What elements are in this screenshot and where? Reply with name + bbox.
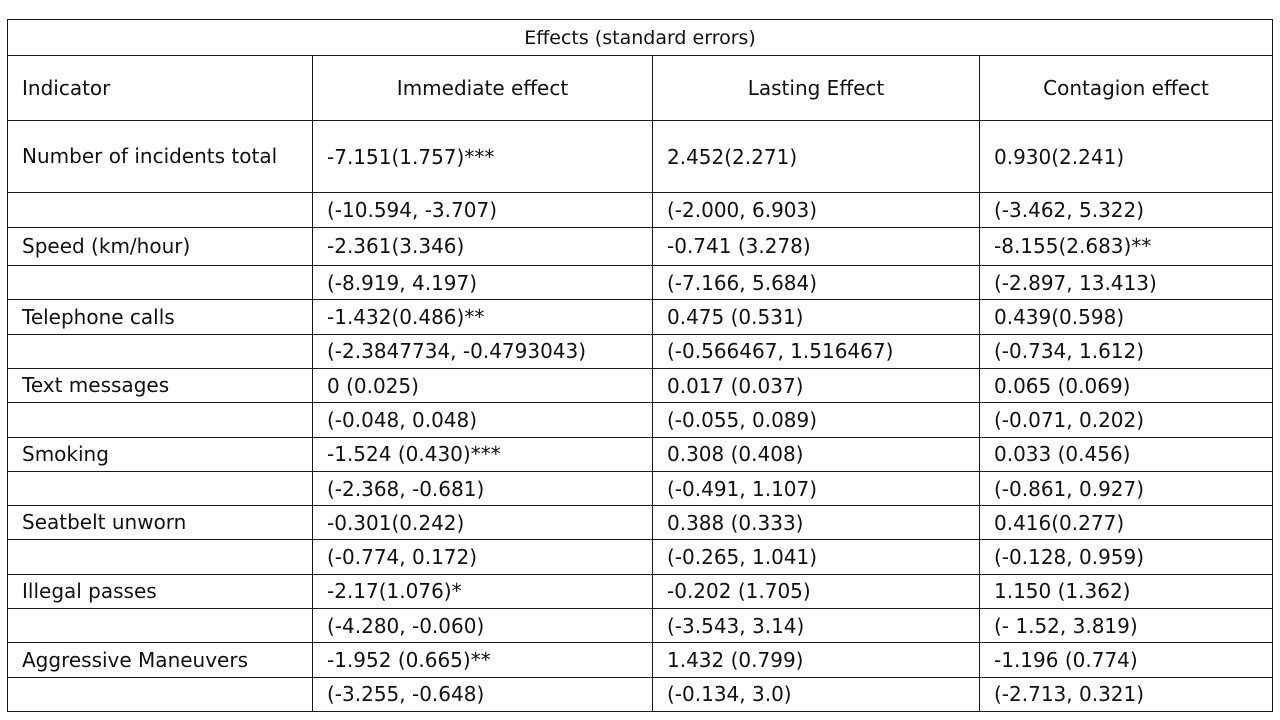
- cell-lasting: (-2.000, 6.903): [652, 192, 980, 228]
- effects-table: Effects (standard errors) Indicator Imme…: [6, 18, 1274, 713]
- cell-indicator: [7, 608, 313, 644]
- cell-indicator: Number of incidents total: [7, 119, 313, 194]
- cell-contagion: (-0.861, 0.927): [978, 470, 1274, 507]
- cell-indicator: Seatbelt unworn: [7, 505, 313, 541]
- table-row-interval: (-2.3847734, -0.4793043) (-0.566467, 1.51…: [7, 333, 1274, 370]
- cell-contagion: 0.930(2.241): [978, 119, 1274, 194]
- cell-lasting: 2.452(2.271): [652, 119, 980, 194]
- cell-indicator: [7, 676, 313, 713]
- cell-immediate: (-0.774, 0.172): [312, 539, 653, 575]
- cell-lasting: (-7.166, 5.684): [652, 265, 980, 301]
- cell-lasting: 0.475 (0.531): [652, 299, 980, 335]
- cell-contagion: -8.155(2.683)**: [978, 226, 1274, 267]
- cell-lasting: (-0.265, 1.041): [652, 539, 980, 575]
- table-row-estimate: Speed (km/hour) -2.361(3.346) -0.741 (3.27…: [7, 226, 1274, 267]
- cell-immediate: (-4.280, -0.060): [312, 608, 653, 644]
- table-title: Effects (standard errors): [6, 18, 1274, 57]
- cell-immediate: (-3.255, -0.648): [312, 676, 653, 713]
- cell-indicator: Smoking: [7, 436, 313, 472]
- cell-immediate: (-2.368, -0.681): [312, 470, 653, 507]
- cell-lasting: -0.202 (1.705): [652, 573, 980, 610]
- cell-indicator: [7, 192, 313, 228]
- cell-contagion: (-2.897, 13.413): [978, 265, 1274, 301]
- cell-indicator: Telephone calls: [7, 299, 313, 335]
- header-lasting-effect: Lasting Effect: [652, 55, 980, 121]
- title-row: Effects (standard errors): [6, 18, 1274, 57]
- header-indicator: Indicator: [7, 55, 313, 121]
- cell-immediate: -7.151(1.757)***: [312, 119, 653, 194]
- cell-contagion: -1.196 (0.774): [978, 642, 1274, 678]
- cell-immediate: -1.524 (0.430)***: [312, 436, 653, 472]
- header-row: Indicator Immediate effect Lasting Effec…: [7, 55, 1274, 121]
- cell-indicator: [7, 539, 313, 575]
- cell-lasting: 1.432 (0.799): [652, 642, 980, 678]
- table-row-interval: (-3.255, -0.648) (-0.134, 3.0) (-2.713, 0.…: [7, 676, 1274, 713]
- cell-contagion: 0.065 (0.069): [978, 367, 1274, 404]
- cell-contagion: 0.033 (0.456): [978, 436, 1274, 472]
- table-body: Effects (standard errors) Indicator Imme…: [6, 18, 1274, 713]
- cell-contagion: 1.150 (1.362): [978, 573, 1274, 610]
- cell-immediate: 0 (0.025): [312, 367, 653, 404]
- table-row-interval: (-2.368, -0.681) (-0.491, 1.107) (-0.861, …: [7, 470, 1274, 507]
- cell-indicator: Illegal passes: [7, 573, 313, 610]
- cell-lasting: 0.308 (0.408): [652, 436, 980, 472]
- cell-lasting: (-0.566467, 1.516467): [652, 333, 980, 370]
- cell-lasting: (-0.055, 0.089): [652, 402, 980, 438]
- cell-indicator: [7, 402, 313, 438]
- cell-lasting: (-0.134, 3.0): [652, 676, 980, 713]
- table-row-estimate: Telephone calls -1.432(0.486)** 0.475 (0.5…: [7, 299, 1274, 335]
- cell-contagion: (-0.734, 1.612): [978, 333, 1274, 370]
- table-row-estimate: Smoking -1.524 (0.430)*** 0.308 (0.408) 0.0…: [7, 436, 1274, 472]
- table-row-interval: (-0.774, 0.172) (-0.265, 1.041) (-0.128, 0…: [7, 539, 1274, 575]
- cell-immediate: -0.301(0.242): [312, 505, 653, 541]
- header-immediate-effect: Immediate effect: [312, 55, 653, 121]
- table-row-interval: (-10.594, -3.707) (-2.000, 6.903) (-3.462,…: [7, 192, 1274, 228]
- header-contagion-effect: Contagion effect: [978, 55, 1274, 121]
- table-row-interval: (-4.280, -0.060) (-3.543, 3.14) (- 1.52, 3…: [7, 608, 1274, 644]
- cell-immediate: -1.432(0.486)**: [312, 299, 653, 335]
- cell-immediate: (-8.919, 4.197): [312, 265, 653, 301]
- table-row-interval: (-8.919, 4.197) (-7.166, 5.684) (-2.897, 1…: [7, 265, 1274, 301]
- cell-lasting: 0.017 (0.037): [652, 367, 980, 404]
- cell-contagion: 0.439(0.598): [978, 299, 1274, 335]
- cell-indicator: Text messages: [7, 367, 313, 404]
- cell-indicator: [7, 265, 313, 301]
- table-row-estimate: Text messages 0 (0.025) 0.017 (0.037) 0.065…: [7, 367, 1274, 404]
- cell-lasting: 0.388 (0.333): [652, 505, 980, 541]
- cell-contagion: 0.416(0.277): [978, 505, 1274, 541]
- table-row-interval: (-0.048, 0.048) (-0.055, 0.089) (-0.071, 0…: [7, 402, 1274, 438]
- cell-immediate: -2.361(3.346): [312, 226, 653, 267]
- cell-indicator: [7, 470, 313, 507]
- cell-lasting: (-3.543, 3.14): [652, 608, 980, 644]
- cell-contagion: (-3.462, 5.322): [978, 192, 1274, 228]
- cell-immediate: -2.17(1.076)*: [312, 573, 653, 610]
- cell-indicator: [7, 333, 313, 370]
- table-row-estimate: Illegal passes -2.17(1.076)* -0.202 (1.705…: [7, 573, 1274, 610]
- table-row-estimate: Aggressive Maneuvers -1.952 (0.665)** 1.43…: [7, 642, 1274, 678]
- table-row-estimate: Seatbelt unworn -0.301(0.242) 0.388 (0.333…: [7, 505, 1274, 541]
- cell-contagion: (-2.713, 0.321): [978, 676, 1274, 713]
- table-row-estimate: Number of incidents total -7.151(1.757)**…: [7, 119, 1274, 194]
- cell-lasting: (-0.491, 1.107): [652, 470, 980, 507]
- cell-contagion: (-0.071, 0.202): [978, 402, 1274, 438]
- cell-contagion: (-0.128, 0.959): [978, 539, 1274, 575]
- cell-immediate: (-2.3847734, -0.4793043): [312, 333, 653, 370]
- cell-indicator: Speed (km/hour): [7, 226, 313, 267]
- cell-immediate: (-0.048, 0.048): [312, 402, 653, 438]
- cell-indicator: Aggressive Maneuvers: [7, 642, 313, 678]
- cell-immediate: (-10.594, -3.707): [312, 192, 653, 228]
- cell-lasting: -0.741 (3.278): [652, 226, 980, 267]
- cell-contagion: (- 1.52, 3.819): [978, 608, 1274, 644]
- cell-immediate: -1.952 (0.665)**: [312, 642, 653, 678]
